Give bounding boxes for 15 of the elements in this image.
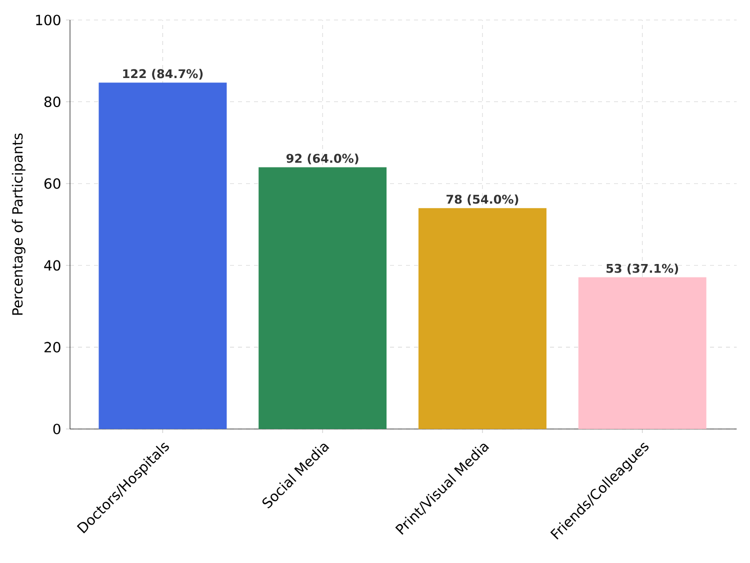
y-tick-label: 100 <box>36 14 60 26</box>
y-axis-title: Percentage of Participants <box>12 133 26 315</box>
y-tick-label: 0 <box>53 424 60 434</box>
data-label: 53 (37.1%) <box>606 264 678 274</box>
y-tick-label: 40 <box>44 260 60 271</box>
data-label: 122 (84.7%) <box>123 68 203 80</box>
bar <box>258 167 387 429</box>
data-label: 78 (54.0%) <box>446 194 518 206</box>
data-label: 92 (64.0%) <box>286 154 358 164</box>
bar <box>98 82 227 429</box>
y-tick-label: 80 <box>44 96 60 108</box>
y-tick-label: 60 <box>44 178 60 189</box>
bar <box>418 208 546 429</box>
y-tick-label: 20 <box>44 342 60 352</box>
bar <box>578 277 706 429</box>
